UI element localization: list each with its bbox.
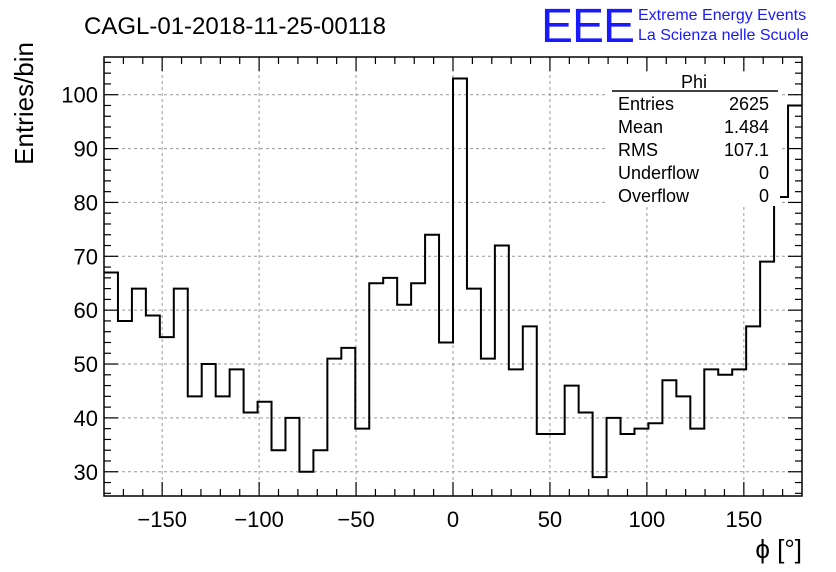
stats-row-label: Entries (618, 94, 674, 114)
stats-row-value: 2625 (729, 94, 769, 114)
x-tick-label: −50 (337, 507, 374, 532)
x-tick-label: −100 (234, 507, 284, 532)
axis-ticks (104, 57, 802, 496)
stats-rows: Entries 2625 Mean 1.484 RMS 107.1 Underflow 0 Ov… (618, 94, 769, 206)
y-tick-label: 60 (74, 298, 98, 323)
stats-row-value: 0 (759, 163, 769, 183)
x-tick-label: 50 (538, 507, 562, 532)
eee-logo-line1: Extreme Energy Events (638, 7, 806, 24)
x-tick-label: 150 (725, 507, 762, 532)
stats-row-label: Overflow (618, 186, 690, 206)
y-tick-label: 30 (74, 460, 98, 485)
stats-box: Phi Entries 2625 Mean 1.484 RMS 107.1 Underflo… (608, 72, 780, 206)
plot-frame (103, 56, 803, 497)
stats-title: Phi (681, 72, 707, 92)
eee-logo: EEE Extreme Energy Events La Scienza nel… (541, 0, 809, 53)
x-tick-label: 100 (629, 507, 666, 532)
stats-row-value: 1.484 (724, 117, 769, 137)
y-tick-label: 100 (61, 83, 98, 108)
y-tick-label: 90 (74, 137, 98, 162)
eee-logo-line2: La Scienza nelle Scuole (638, 27, 809, 44)
stats-row-label: RMS (618, 140, 658, 160)
chart-title: CAGL-01-2018-11-25-00118 (84, 13, 386, 40)
stats-row-value: 107.1 (724, 140, 769, 160)
stats-row-value: 0 (759, 186, 769, 206)
stats-row-label: Underflow (618, 163, 700, 183)
tick-labels: −150 −100 −50 0 50 100 150 30 40 50 60 70 80 90 100 (61, 83, 762, 532)
y-tick-label: 50 (74, 352, 98, 377)
x-tick-label: −150 (137, 507, 187, 532)
y-tick-label: 40 (74, 406, 98, 431)
y-tick-label: 80 (74, 190, 98, 215)
stats-row-label: Mean (618, 117, 663, 137)
eee-logo-mark: EEE (541, 0, 634, 53)
y-tick-label: 70 (74, 244, 98, 269)
x-axis-title: ϕ [°] (755, 534, 802, 564)
histogram-line (104, 77, 802, 479)
y-axis-title: Entries/bin (9, 42, 39, 165)
stats-box-background (608, 74, 780, 206)
x-tick-label: 0 (447, 507, 459, 532)
